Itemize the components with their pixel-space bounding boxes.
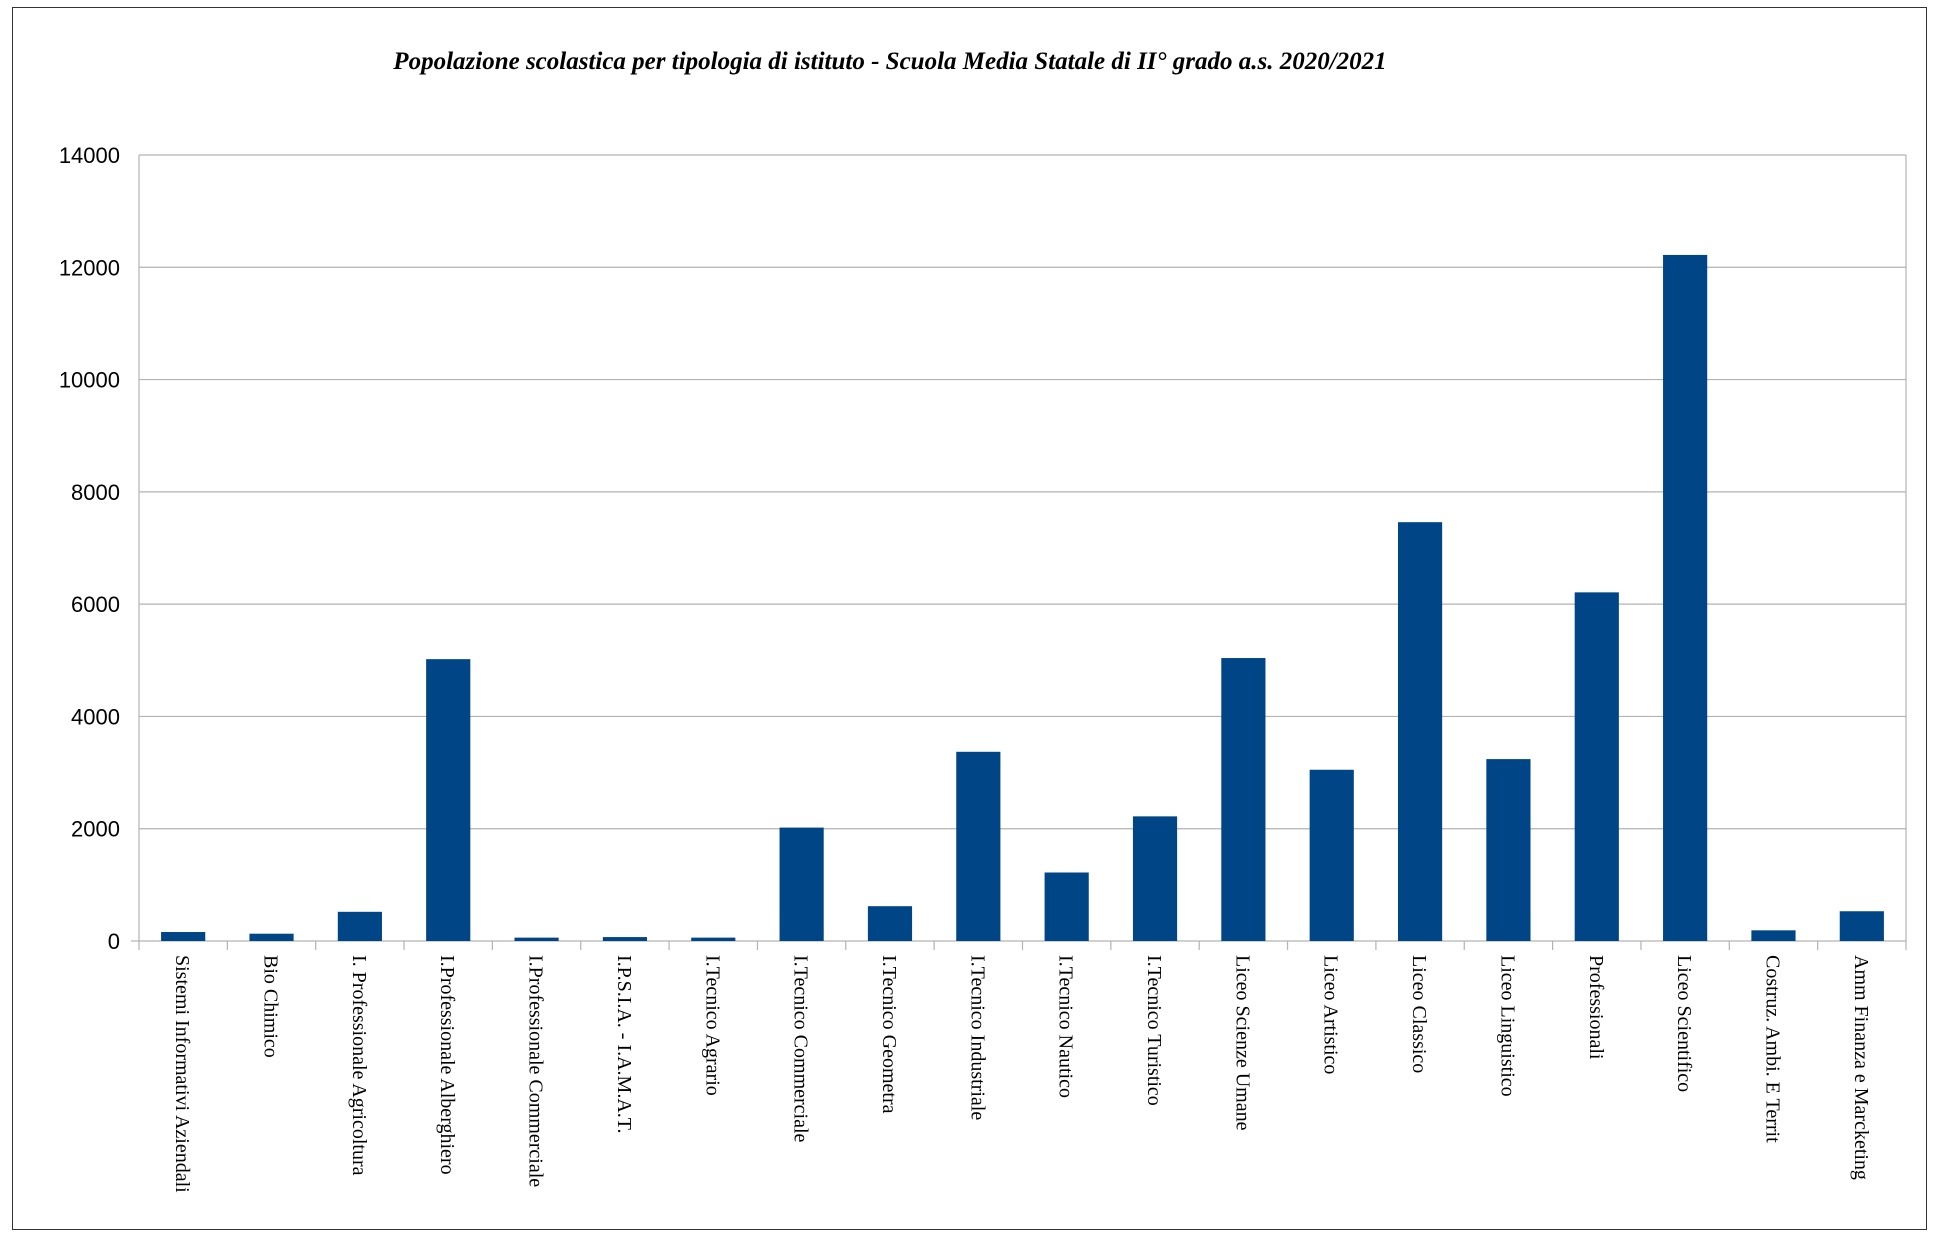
x-tick-label: Professionali <box>1585 955 1607 1060</box>
y-tick-label: 4000 <box>71 704 120 729</box>
bar <box>1839 911 1884 941</box>
bar <box>1309 769 1354 941</box>
y-tick-label: 14000 <box>59 143 120 168</box>
x-tick-label: Liceo Classico <box>1408 955 1430 1073</box>
x-tick-label: I.Professionale Commerciale <box>525 955 547 1187</box>
bar <box>1044 872 1089 941</box>
bar <box>426 659 471 941</box>
bar <box>956 751 1001 941</box>
bar <box>1397 522 1443 941</box>
bar <box>867 906 913 941</box>
x-tick-label: Costruz. Ambi. E Territ <box>1761 955 1783 1143</box>
x-tick-label: Bio Chimico <box>260 955 282 1058</box>
x-tick-label: I.Tecnico Turistico <box>1143 955 1165 1106</box>
x-tick-label: Liceo Artistico <box>1320 955 1342 1074</box>
bar <box>602 937 648 941</box>
y-tick-label: 2000 <box>71 817 120 842</box>
bar <box>1486 759 1531 941</box>
bar <box>514 937 559 941</box>
x-tick-label: I.Tecnico Commerciale <box>790 955 812 1143</box>
x-tick-label: I.Tecnico Geometra <box>878 955 900 1114</box>
bar <box>1751 930 1796 941</box>
bar <box>691 937 736 941</box>
y-tick-label: 6000 <box>71 592 120 617</box>
bar <box>161 932 206 941</box>
bar <box>1663 254 1708 942</box>
y-tick-label: 0 <box>108 929 120 954</box>
y-tick-label: 12000 <box>59 255 120 280</box>
x-tick-label: I.P.S.I.A. - I.A.M.A.T. <box>613 955 635 1134</box>
bar <box>249 933 294 941</box>
x-tick-label: I. Professionale Agricoltura <box>348 955 370 1176</box>
y-tick-label: 10000 <box>59 368 120 393</box>
bar <box>337 911 382 941</box>
x-tick-label: Liceo Linguistico <box>1496 955 1518 1097</box>
bar <box>1574 592 1619 941</box>
x-tick-label: I.Tecnico Agrario <box>701 955 723 1096</box>
x-tick-label: I.Professionale Alberghiero <box>436 955 458 1175</box>
bar <box>1132 816 1178 941</box>
x-tick-label: Liceo Scientifico <box>1673 955 1695 1092</box>
x-tick-label: Amm Finanza e Marcketing <box>1850 955 1872 1180</box>
chart-title: Popolazione scolastica per tipologia di … <box>393 48 1387 75</box>
y-tick-label: 8000 <box>71 480 120 505</box>
x-tick-label: Liceo Scienze Umane <box>1231 955 1253 1131</box>
x-tick-label: I.Tecnico Nautico <box>1055 955 1077 1098</box>
x-tick-label: Sistemi Informativi Aziendali <box>171 955 193 1193</box>
bar <box>1221 658 1266 941</box>
bar <box>779 827 824 941</box>
x-tick-label: I.Tecnico Industriale <box>966 955 988 1120</box>
